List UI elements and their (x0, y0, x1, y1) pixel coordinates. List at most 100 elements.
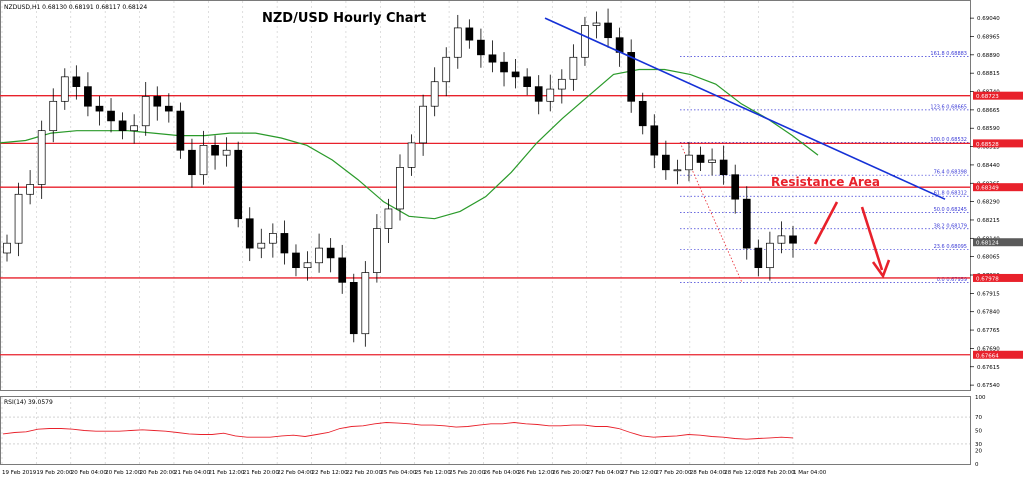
time-tick-label: 25 Feb 04:00 (380, 470, 417, 476)
time-tick-label: 20 Feb 12:00 (105, 470, 142, 476)
arrow-up-shaft (813, 201, 839, 245)
candle-body (523, 76, 531, 87)
candle-body (361, 272, 370, 335)
fib-level-label: 123.6 0.68665 (930, 104, 967, 110)
price-badge-label: 0.68528 (976, 142, 999, 148)
candle-body (442, 56, 451, 83)
price-tick-label: 0.68290 (977, 200, 1000, 206)
candle-body (396, 167, 404, 210)
candle-body (419, 105, 427, 144)
candle-body (14, 193, 23, 244)
fib-level-label: 38.2 0.68179 (934, 223, 967, 229)
candle-body (37, 130, 46, 185)
price-badge-label: 0.68349 (976, 186, 999, 192)
candle-body (315, 247, 323, 264)
time-tick-label: 25 Feb 12:00 (415, 470, 452, 476)
candle-body (118, 120, 127, 132)
candle-body (303, 262, 312, 269)
time-tick-label: 26 Feb 20:00 (552, 470, 589, 476)
candle-body (373, 228, 381, 273)
price-badge-label: 0.67978 (976, 276, 999, 282)
time-tick-label: 27 Feb 04:00 (587, 470, 624, 476)
candle-body (153, 96, 162, 107)
time-tick-label: 28 Feb 12:00 (724, 470, 761, 476)
candle-body (638, 100, 647, 127)
price-axis-layer: 0.690400.689650.688900.688150.687400.686… (970, 16, 1023, 389)
candle-body (488, 54, 497, 63)
price-tick-label: 0.68215 (977, 218, 1000, 224)
price-tick-label: 0.68065 (977, 255, 1000, 261)
price-badge (973, 91, 1023, 100)
candle-body (685, 154, 693, 171)
rsi-tick-label: 50 (975, 429, 982, 435)
candle-body (719, 159, 728, 176)
candle-body (130, 125, 138, 132)
candle-body (384, 208, 393, 229)
resistance-area-label: Resistance Area (771, 175, 880, 189)
rsi-line (2, 422, 794, 440)
moving-average-layer (0, 68, 819, 220)
candle-body (72, 76, 81, 87)
price-tick-label: 0.68665 (977, 108, 1000, 114)
candle-body (49, 100, 58, 132)
time-tick-label: 22 Feb 12:00 (312, 470, 349, 476)
arrow-down-shaft (860, 206, 884, 271)
candle-body (569, 56, 578, 80)
candle-body (280, 233, 289, 254)
candle-body (188, 149, 196, 176)
candle-body (349, 282, 358, 335)
arrow-layer (813, 201, 891, 279)
rsi-tick-label: 100 (975, 395, 986, 401)
price-badge (973, 238, 1023, 247)
candle-body (742, 198, 751, 249)
candle-body (430, 81, 439, 107)
rsi-tick-label: 70 (975, 415, 982, 421)
candle-body (477, 39, 485, 56)
price-tick-label: 0.68890 (977, 53, 1000, 59)
fib-level-label: 100.0 0.68532 (930, 137, 967, 143)
price-tick-label: 0.68515 (977, 145, 1000, 151)
chart-title: NZD/USD Hourly Chart (262, 11, 426, 26)
rsi-panel-frame (0, 396, 971, 465)
time-tick-label: 21 Feb 12:00 (208, 470, 245, 476)
time-tick-label: 25 Feb 20:00 (449, 470, 486, 476)
price-tick-label: 0.68815 (977, 71, 1000, 77)
candle-body (511, 71, 520, 78)
candle-body (257, 242, 266, 249)
time-tick-label: 28 Feb 04:00 (690, 470, 727, 476)
price-tick-label: 0.67840 (977, 310, 1000, 316)
candle-body (557, 78, 566, 90)
candle-body (534, 86, 543, 102)
candle-body (407, 142, 416, 168)
time-tick-label: 27 Feb 12:00 (621, 470, 658, 476)
fib-level-label: 0.0 0.67959 (937, 277, 967, 283)
time-tick-label: 1 Mar 04:00 (793, 470, 827, 476)
price-tick-label: 0.67765 (977, 328, 1000, 334)
candle-body (107, 110, 115, 122)
candle-body (211, 144, 219, 156)
price-tick-label: 0.68965 (977, 34, 1000, 40)
fib-level-label: 76.4 0.68398 (934, 170, 967, 176)
candle-body (650, 125, 659, 156)
candle-body (777, 235, 786, 244)
candle-body (141, 96, 150, 127)
fib-level-label: 23.6 0.68095 (934, 244, 967, 250)
candle-body (234, 149, 243, 220)
candle-body (581, 25, 589, 58)
time-tick-label: 21 Feb 04:00 (174, 470, 211, 476)
candle-body (164, 105, 173, 112)
main-chart-frame (0, 0, 971, 391)
price-badge (973, 183, 1023, 192)
rsi-tick-label: 20 (975, 449, 982, 455)
rsi-tick-label: 30 (975, 442, 982, 448)
fibonacci-layer: 161.8 0.68883 123.6 0.68665 100.0 0.68532 7… (679, 51, 970, 283)
trend-line-layer (544, 17, 946, 200)
time-tick-label: 22 Feb 20:00 (346, 470, 383, 476)
candle-body (731, 174, 740, 200)
time-tick-label: 22 Feb 04:00 (277, 470, 314, 476)
symbol-info: NZDUSD,H1 0.68130 0.68191 0.68117 0.6812… (4, 4, 147, 11)
candle-body (766, 242, 774, 269)
